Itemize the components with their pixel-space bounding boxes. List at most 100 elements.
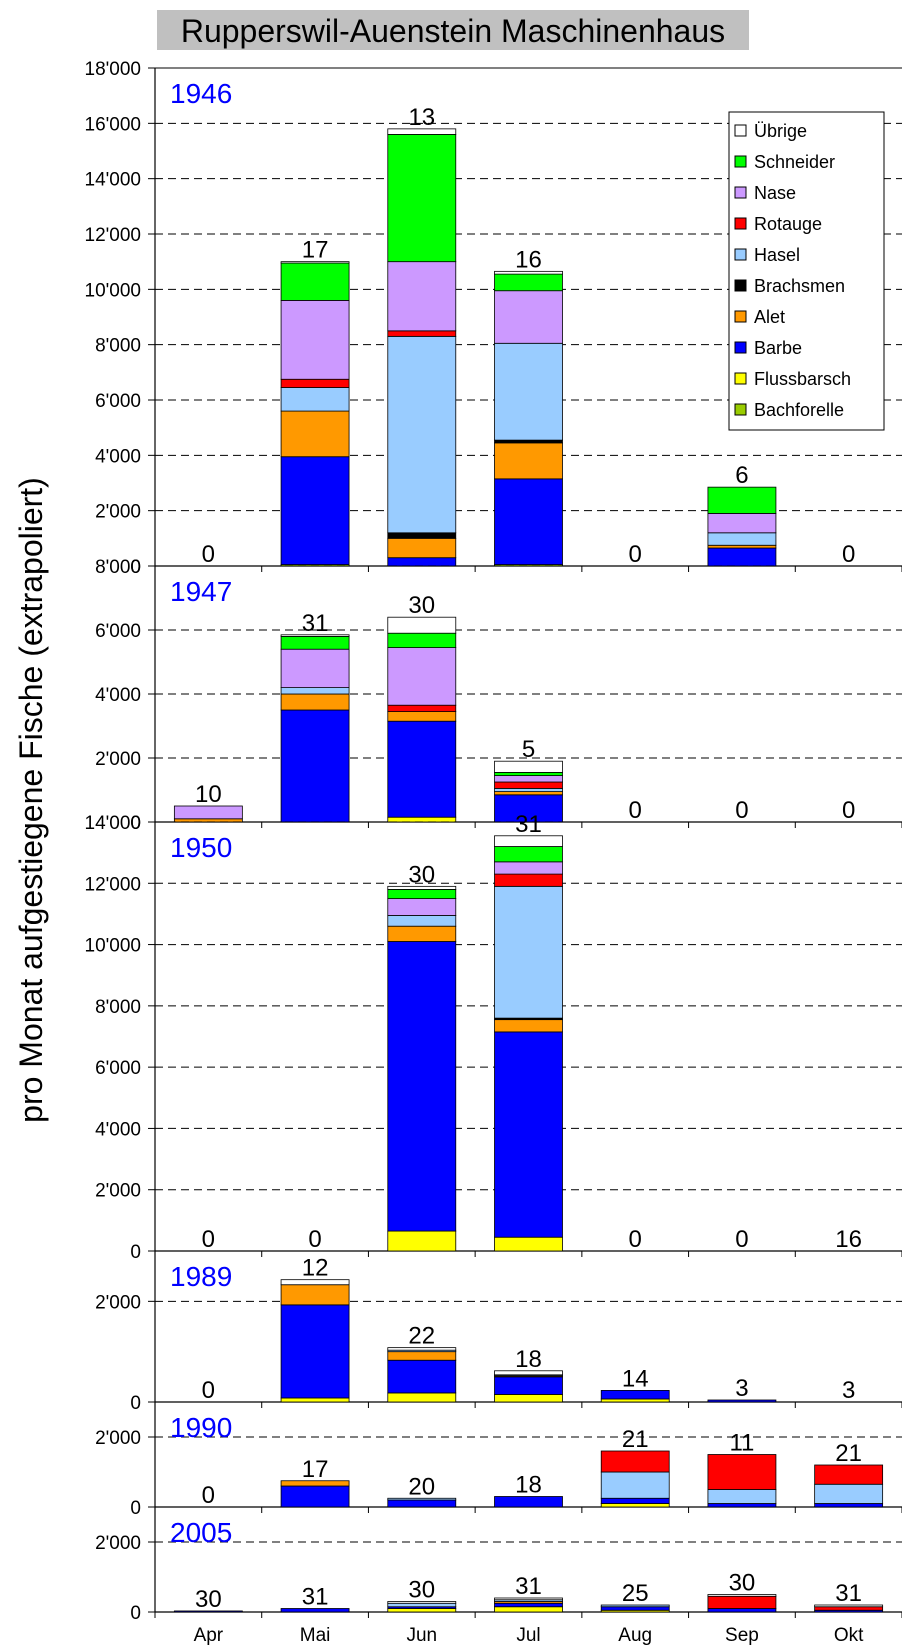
legend-label: Nase — [754, 183, 796, 203]
x-tick-label: Okt — [834, 1625, 864, 1646]
bar-segment-schneider-jul — [494, 846, 563, 863]
legend-label: Alet — [754, 307, 785, 327]
bar-segment-barbe-jul — [494, 1376, 563, 1395]
legend-swatch — [734, 372, 747, 385]
bar-segment-schneider-jun — [387, 889, 457, 900]
y-tick-label: 12'000 — [85, 225, 141, 246]
bar-segment-alet-mai — [280, 410, 350, 458]
bar-segment-barbe-mai — [280, 456, 350, 566]
bar-segment-barbe-jun — [387, 1359, 457, 1394]
bar-segment-barbe-jun — [387, 941, 457, 1232]
x-tick-label: Mai — [300, 1625, 331, 1646]
sample-count-label: 0 — [202, 1377, 215, 1404]
bar-segment-flussbarsch-jul — [494, 1236, 563, 1252]
bar-segment-hasel-sep — [707, 532, 777, 546]
bar-segment-rotauge-jun — [387, 330, 457, 337]
bar-segment-rotauge-jul — [494, 781, 563, 789]
panel-1947: 0 2'000 4'000 6'000 8'000 1947 10 31 30 5 0 0 0 — [95, 557, 902, 834]
bar-segment-brige-mai — [280, 1279, 350, 1286]
bar-segment-brige-jul — [494, 1370, 563, 1376]
sample-count-label: 3 — [842, 1377, 855, 1404]
bar-segment-schneider-sep — [707, 486, 777, 514]
sample-count-label: 31 — [302, 1584, 329, 1611]
bar-segment-hasel-aug — [600, 1471, 670, 1499]
panel-2005: 0 2'000 2005 30 31 30 31 25 30 31 — [95, 1517, 902, 1624]
sample-count-label: 30 — [729, 1570, 756, 1597]
bar-segment-brige-jul — [494, 760, 563, 773]
bar-segment-brachsmen-jun — [387, 532, 457, 539]
x-tick-label: Aug — [618, 1625, 652, 1646]
x-tick-label: Jul — [516, 1625, 540, 1646]
bar-segment-hasel-mai — [280, 687, 350, 695]
bar-segment-barbe-mai — [280, 709, 350, 823]
bar-segment-nase-jun — [387, 898, 457, 916]
legend-swatch — [734, 248, 747, 261]
bar-segment-brige-jul — [494, 1597, 563, 1601]
bar-segment-alet-jul — [494, 791, 563, 796]
bar-segment-barbe-mai — [280, 1485, 350, 1508]
sample-count-label: 25 — [622, 1580, 649, 1607]
sample-count-label: 0 — [629, 541, 642, 568]
y-tick-label: 2'000 — [95, 502, 141, 523]
y-tick-label: 0 — [130, 1242, 141, 1263]
bar-segment-barbe-jul — [494, 478, 563, 566]
legend-box — [728, 111, 885, 431]
panel-1990: 0 2'000 1990 0 17 20 18 21 11 21 — [95, 1412, 902, 1519]
bar-segment-flussbarsch-jun — [387, 1230, 457, 1252]
legend-label: Barbe — [754, 338, 802, 358]
bar-segment-barbe-sep — [707, 1399, 777, 1403]
sample-count-label: 0 — [629, 1226, 642, 1253]
title-background — [157, 10, 749, 50]
bar-segment-hasel-okt — [814, 1483, 884, 1504]
y-tick-label: 6'000 — [95, 1058, 141, 1079]
year-label: 1946 — [170, 78, 232, 109]
bar-segment-flussbarsch-jul — [494, 1394, 563, 1403]
sample-count-label: 0 — [202, 1482, 215, 1509]
bar-segment-alet-mai — [280, 693, 350, 711]
legend-swatch — [734, 217, 747, 230]
y-tick-label: 10'000 — [85, 936, 141, 957]
bar-segment-hasel-jun — [387, 335, 457, 534]
bar-segment-barbe-jul — [494, 1602, 563, 1608]
sample-count-label: 6 — [735, 462, 748, 489]
bar-segment-brige-sep — [707, 1594, 777, 1597]
bar-segment-barbe-jun — [387, 720, 457, 818]
legend-label: Rotauge — [754, 214, 822, 234]
legend-label: Übrige — [754, 121, 807, 141]
bar-segment-barbe-jul — [494, 1496, 563, 1508]
sample-count-label: 31 — [835, 1580, 862, 1607]
bar-segment-nase-jun — [387, 261, 457, 332]
legend-swatch — [734, 403, 747, 416]
bar-segment-hasel-mai — [280, 387, 350, 412]
sample-count-label: 30 — [408, 861, 435, 888]
bar-segment-brige-jun — [387, 1347, 457, 1351]
year-label: 1990 — [170, 1412, 232, 1443]
bar-segment-alet-sep — [707, 544, 777, 549]
bar-segment-schneider-mai — [280, 262, 350, 301]
y-tick-label: 0 — [130, 813, 141, 834]
bar-segment-nase-mai — [280, 299, 350, 380]
sample-count-label: 0 — [842, 797, 855, 824]
sample-count-label: 18 — [515, 1472, 542, 1499]
bar-segment-barbe-okt — [814, 1503, 884, 1508]
legend-label: Bachforelle — [754, 400, 844, 420]
sample-count-label: 12 — [302, 1255, 329, 1282]
bar-segment-alet-jul — [494, 1019, 563, 1033]
year-label: 2005 — [170, 1517, 232, 1548]
bar-segment-schneider-jun — [387, 133, 457, 263]
bar-segment-hasel-jul — [494, 788, 563, 793]
bar-segment-barbe-sep — [707, 1608, 777, 1613]
bar-segment-barbe-aug — [600, 1606, 670, 1611]
y-tick-label: 10'000 — [85, 280, 141, 301]
bar-segment-rotauge-sep — [707, 1454, 777, 1490]
bar-segment-brige-jun — [387, 885, 457, 890]
sample-count-label: 20 — [408, 1473, 435, 1500]
sample-count-label: 17 — [302, 237, 329, 264]
y-tick-label: 0 — [130, 1603, 141, 1624]
legend-label: Flussbarsch — [754, 369, 851, 389]
bar-segment-hasel-sep — [707, 1489, 777, 1504]
y-tick-label: 2'000 — [95, 749, 141, 770]
legend-swatch — [734, 341, 747, 354]
bar-segment-alet-jun — [387, 925, 457, 942]
sample-count-label: 0 — [308, 1226, 321, 1253]
